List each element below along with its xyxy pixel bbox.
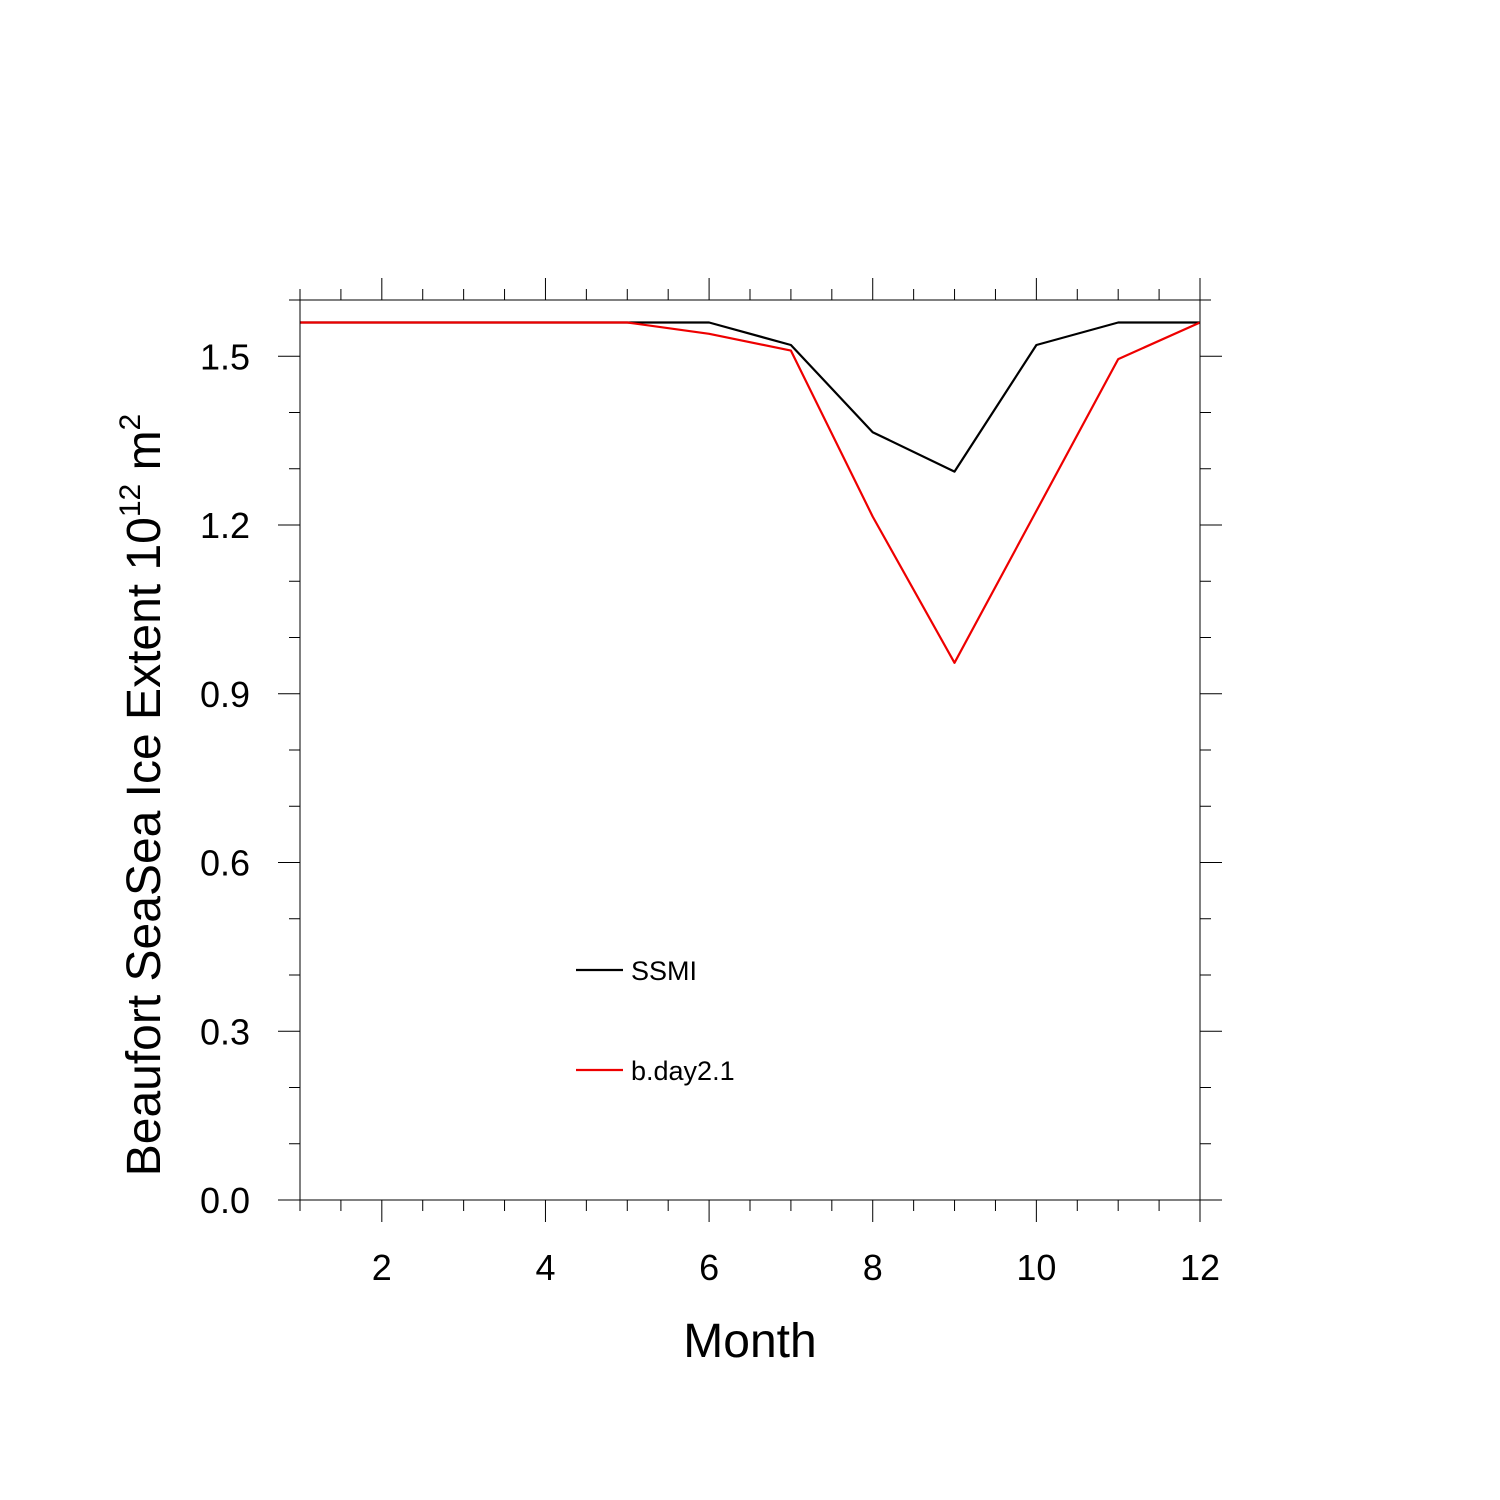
- plot-frame: [299, 299, 1201, 1201]
- y-tick-label: 1.2: [200, 505, 250, 546]
- y-tick-label: 1.5: [200, 336, 250, 377]
- x-tick-labels: 2 4 6 8 10 12: [372, 1247, 1220, 1288]
- y-axis-title-exponent: 12: [114, 484, 147, 517]
- x-axis-title: Month: [683, 1315, 816, 1368]
- x-tick-label: 10: [1016, 1247, 1056, 1288]
- series-line-b-day2-1: [300, 321, 1201, 664]
- x-tick-label: 4: [535, 1247, 555, 1288]
- y-tick-labels: 0.0 0.3 0.6 0.9 1.2 1.5: [200, 336, 250, 1221]
- x-tick-label: 2: [372, 1247, 392, 1288]
- y-axis-title-unit: m: [118, 430, 171, 483]
- y-axis-title-unit-exponent: 2: [114, 414, 147, 431]
- x-tick-label: 8: [863, 1247, 883, 1288]
- x-tick-label: 6: [699, 1247, 719, 1288]
- y-axis-title: Beaufort SeaSea Ice Extent 1012 m2: [114, 414, 171, 1177]
- axis-ticks: [278, 278, 1222, 1222]
- y-tick-label: 0.9: [200, 674, 250, 715]
- y-tick-label: 0.3: [200, 1011, 250, 1052]
- series-lines: [300, 321, 1201, 664]
- y-tick-label: 0.6: [200, 843, 250, 884]
- x-tick-label: 12: [1180, 1247, 1220, 1288]
- legend: SSMI b.day2.1: [576, 956, 735, 1086]
- y-axis-title-text: Beaufort SeaSea Ice Extent 10: [118, 517, 171, 1176]
- series-line-ssmi: [300, 321, 1200, 473]
- legend-label: SSMI: [631, 956, 697, 986]
- legend-label: b.day2.1: [631, 1056, 735, 1086]
- y-tick-label: 0.0: [200, 1180, 250, 1221]
